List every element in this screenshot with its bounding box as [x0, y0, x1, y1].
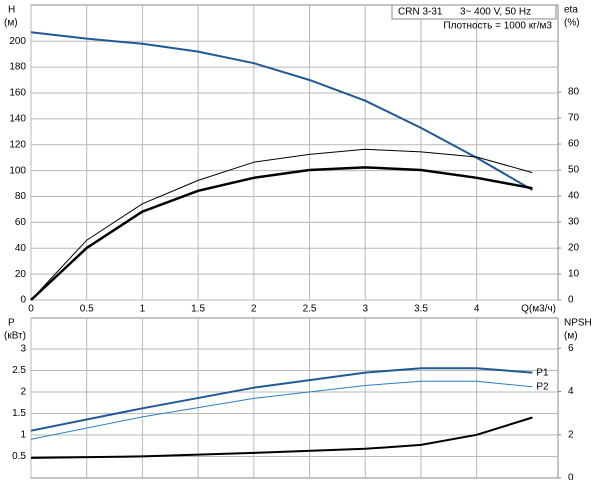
y-unit: (кВт) — [4, 331, 26, 342]
y-tick-label: 100 — [9, 165, 26, 176]
y-tick-label: 2.5 — [12, 365, 26, 376]
y2-tick-label: 60 — [568, 139, 580, 150]
series-line — [30, 31, 533, 191]
x-tick-label: 4 — [474, 304, 480, 315]
series-line — [30, 380, 533, 440]
y-tick-label: 60 — [15, 217, 27, 228]
y-tick-label: 3 — [20, 344, 26, 355]
y-tick-label: 160 — [9, 88, 26, 99]
y-tick-label: 0.5 — [12, 451, 26, 462]
density: Плотность = 1000 кг/м3 — [443, 21, 552, 32]
y-label: H — [8, 5, 15, 16]
info-box — [391, 4, 557, 20]
x-tick-label: 1 — [140, 304, 146, 315]
y2-tick-label: 80 — [568, 87, 580, 98]
y-label: P — [8, 318, 15, 329]
x-tick-label: 3.5 — [414, 304, 428, 315]
y-tick-label: 120 — [9, 139, 26, 150]
y2-label: eta — [564, 5, 578, 16]
y2-tick-label: 20 — [568, 243, 580, 254]
series-line — [30, 166, 533, 301]
series-line — [30, 416, 533, 459]
y2-label: NPSH — [564, 318, 592, 329]
y-tick-label: 180 — [9, 62, 26, 73]
x-tick-label: 3 — [362, 304, 368, 315]
y2-unit: (%) — [564, 18, 580, 29]
x-tick-label: 0.5 — [80, 304, 94, 315]
y-tick-label: 200 — [9, 36, 26, 47]
y2-tick-label: 10 — [568, 269, 580, 280]
y-tick-label: 1.5 — [12, 408, 26, 419]
y-tick-label: 1 — [20, 430, 26, 441]
series-label: P2 — [536, 381, 549, 392]
y2-unit: (м) — [564, 331, 578, 342]
x-tick-label: 2 — [251, 304, 257, 315]
y2-tick-label: 0 — [568, 473, 574, 480]
y2-tick-label: 4 — [568, 386, 574, 397]
y-unit: (м) — [4, 18, 18, 29]
y2-tick-label: 2 — [568, 429, 574, 440]
y2-tick-label: 6 — [568, 343, 574, 354]
pump-supply: 3~ 400 V, 50 Hz — [460, 7, 531, 18]
x-label: Q(м3/ч) — [521, 304, 556, 315]
x-tick-label: 0 — [28, 304, 34, 315]
y2-tick-label: 70 — [568, 113, 580, 124]
x-tick-label: 2.5 — [303, 304, 317, 315]
plot-area — [30, 317, 559, 479]
series-label: P1 — [536, 367, 549, 378]
x-tick-label: 1.5 — [191, 304, 205, 315]
y-tick-label: 80 — [15, 191, 27, 202]
y2-tick-label: 50 — [568, 165, 580, 176]
y-tick-label: 2 — [20, 387, 26, 398]
pump-model: CRN 3-31 — [398, 7, 443, 18]
y-tick-label: 140 — [9, 114, 26, 125]
y2-tick-label: 0 — [568, 295, 574, 306]
y-tick-label: 40 — [15, 243, 27, 254]
y2-tick-label: 40 — [568, 191, 580, 202]
y-tick-label: 20 — [15, 269, 27, 280]
series-line — [30, 367, 533, 432]
series-line — [30, 148, 533, 301]
plot-area — [30, 4, 559, 301]
y2-tick-label: 30 — [568, 217, 580, 228]
y-tick-label: 0 — [20, 295, 26, 306]
